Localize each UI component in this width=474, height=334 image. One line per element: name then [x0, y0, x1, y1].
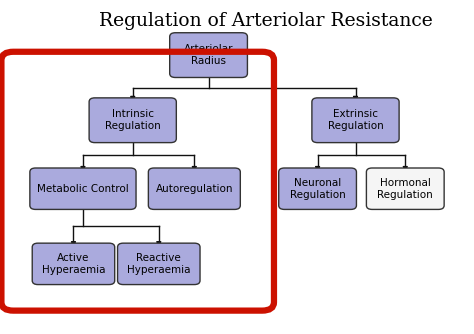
Text: Intrinsic
Regulation: Intrinsic Regulation	[105, 110, 161, 131]
Text: Regulation of Arteriolar Resistance: Regulation of Arteriolar Resistance	[99, 12, 432, 30]
FancyBboxPatch shape	[366, 168, 444, 209]
Text: Neuronal
Regulation: Neuronal Regulation	[290, 178, 346, 199]
Text: Autoregulation: Autoregulation	[155, 184, 233, 194]
Text: Metabolic Control: Metabolic Control	[37, 184, 129, 194]
FancyBboxPatch shape	[170, 33, 247, 77]
FancyBboxPatch shape	[30, 168, 136, 209]
Text: Arteriolar
Radius: Arteriolar Radius	[184, 44, 233, 66]
Text: Active
Hyperaemia: Active Hyperaemia	[42, 253, 105, 275]
FancyBboxPatch shape	[118, 243, 200, 285]
Text: Extrinsic
Regulation: Extrinsic Regulation	[328, 110, 383, 131]
FancyBboxPatch shape	[312, 98, 399, 143]
FancyBboxPatch shape	[279, 168, 356, 209]
Text: Hormonal
Regulation: Hormonal Regulation	[377, 178, 433, 199]
FancyBboxPatch shape	[148, 168, 240, 209]
Text: Reactive
Hyperaemia: Reactive Hyperaemia	[127, 253, 191, 275]
FancyBboxPatch shape	[32, 243, 115, 285]
FancyBboxPatch shape	[89, 98, 176, 143]
